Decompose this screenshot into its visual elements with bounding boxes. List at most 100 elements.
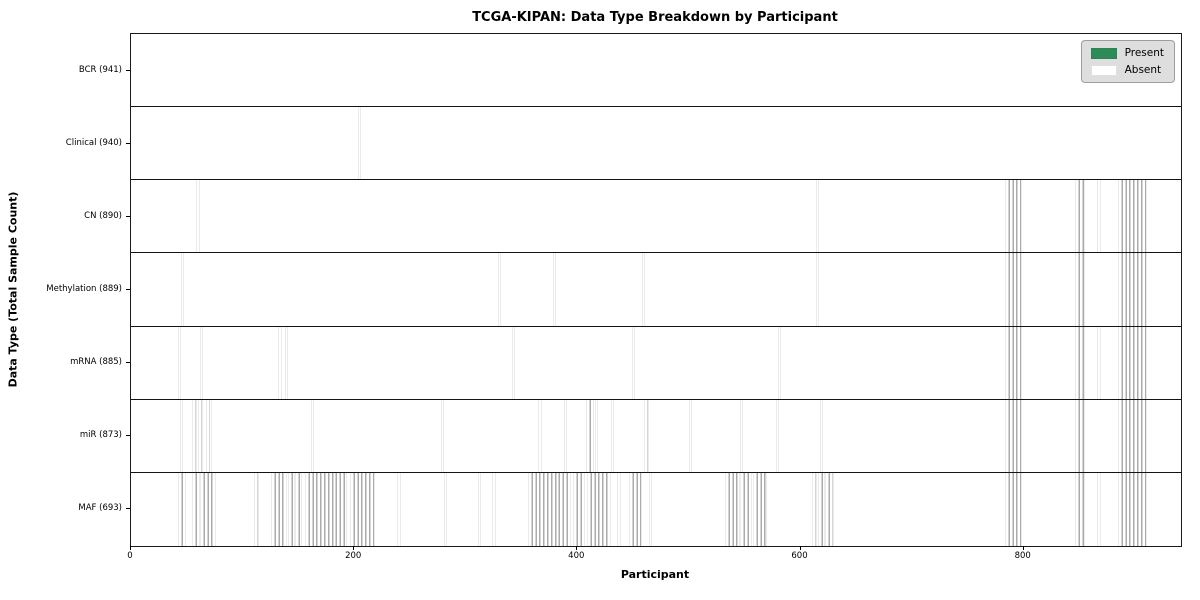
absent-cell: [358, 107, 360, 180]
ytick-label-bcr: BCR (941): [78, 64, 122, 75]
ytick-label-mir: miR (873): [79, 430, 122, 441]
absent-cell: [1118, 472, 1147, 546]
absent-cell: [254, 472, 259, 546]
absent-cell: [206, 399, 210, 472]
absent-cell: [1118, 180, 1147, 253]
absent-cell: [617, 472, 620, 546]
absent-cell: [633, 326, 635, 399]
absent-swatch-icon: [1090, 64, 1117, 76]
legend: Present Absent: [1080, 40, 1175, 83]
absent-cell: [779, 326, 781, 399]
absent-cell: [529, 472, 570, 546]
xtick-mark: [576, 546, 578, 550]
absent-cell: [201, 326, 203, 399]
heatmap-row-maf: [131, 472, 1181, 546]
absent-cell: [690, 399, 692, 472]
heatmap-row-bcr: [131, 34, 1181, 108]
xtick-mark: [799, 546, 801, 550]
absent-cell: [196, 180, 200, 253]
absent-cell: [1098, 472, 1100, 546]
legend-entry-present: Present: [1090, 47, 1164, 59]
absent-cell: [553, 253, 555, 326]
ytick-mark: [126, 142, 130, 144]
absent-cell: [753, 472, 766, 546]
absent-cell: [178, 472, 185, 546]
ytick-label-cn: CN (890): [84, 210, 122, 221]
ytick-mark: [126, 215, 130, 217]
legend-label-present: Present: [1124, 47, 1164, 59]
absent-cell: [210, 399, 212, 472]
xtick-mark: [130, 546, 131, 550]
absent-cell: [629, 472, 641, 546]
absent-cell: [289, 472, 294, 546]
xtick-mark: [1022, 546, 1024, 550]
heatmap-row-methylation: [131, 253, 1181, 327]
absent-cell: [1118, 253, 1147, 326]
absent-cell: [812, 472, 817, 546]
absent-cell: [649, 472, 651, 546]
absent-cell: [178, 326, 181, 399]
absent-cell: [587, 399, 593, 472]
heatmap-row-mrna: [131, 326, 1181, 400]
x-axis-label: Participant: [620, 568, 690, 581]
absent-cell: [1076, 326, 1084, 399]
xtick-mark: [353, 546, 355, 550]
ytick-mark: [126, 69, 130, 71]
absent-cell: [1005, 180, 1022, 253]
absent-cell: [271, 472, 287, 546]
ytick-mark: [126, 289, 130, 290]
xtick-label-0: 0: [127, 551, 133, 561]
ytick-mark: [126, 362, 130, 364]
absent-cell: [397, 472, 400, 546]
legend-entry-absent: Absent: [1090, 64, 1164, 76]
legend-label-absent: Absent: [1124, 64, 1162, 76]
absent-cell: [1005, 326, 1022, 399]
absent-cell: [479, 472, 481, 546]
xtick-label-600: 600: [791, 551, 808, 561]
ytick-label-methylation: Methylation (889): [46, 284, 122, 294]
absent-cell: [1098, 180, 1100, 253]
absent-cell: [1118, 326, 1147, 399]
absent-cell: [492, 472, 495, 546]
absent-cell: [306, 472, 347, 546]
absent-cell: [311, 399, 313, 472]
absent-cell: [725, 472, 740, 546]
absent-cell: [573, 472, 585, 546]
xtick-label-800: 800: [1014, 551, 1031, 561]
ytick-mark: [126, 435, 130, 437]
heatmap-row-clinical: [131, 107, 1181, 181]
absent-cell: [442, 399, 444, 472]
absent-cell: [611, 399, 614, 472]
absent-cell: [444, 472, 446, 546]
absent-cell: [565, 399, 567, 472]
absent-cell: [1005, 253, 1022, 326]
absent-cell: [539, 399, 541, 472]
absent-cell: [817, 253, 819, 326]
ytick-mark: [126, 508, 130, 510]
ytick-label-mrna: mRNA (885): [70, 357, 122, 368]
absent-cell: [1118, 399, 1147, 472]
absent-cell: [741, 472, 752, 546]
absent-cell: [1076, 180, 1084, 253]
absent-cell: [201, 472, 215, 546]
absent-cell: [826, 472, 833, 546]
ytick-label-clinical: Clinical (940): [65, 137, 122, 148]
absent-cell: [199, 399, 203, 472]
absent-cell: [1005, 472, 1022, 546]
absent-cell: [296, 472, 301, 546]
absent-cell: [1098, 326, 1100, 399]
absent-cell: [1005, 399, 1022, 472]
absent-cell: [777, 399, 779, 472]
absent-cell: [279, 326, 281, 399]
absent-cell: [741, 399, 743, 472]
absent-cell: [193, 399, 196, 472]
absent-cell: [512, 326, 514, 399]
absent-cell: [819, 472, 824, 546]
heatmap-row-mir: [131, 399, 1181, 473]
present-swatch-icon: [1090, 47, 1117, 59]
plot-area: [130, 33, 1182, 547]
absent-cell: [1076, 472, 1084, 546]
absent-cell: [182, 253, 184, 326]
absent-cell: [181, 399, 183, 472]
